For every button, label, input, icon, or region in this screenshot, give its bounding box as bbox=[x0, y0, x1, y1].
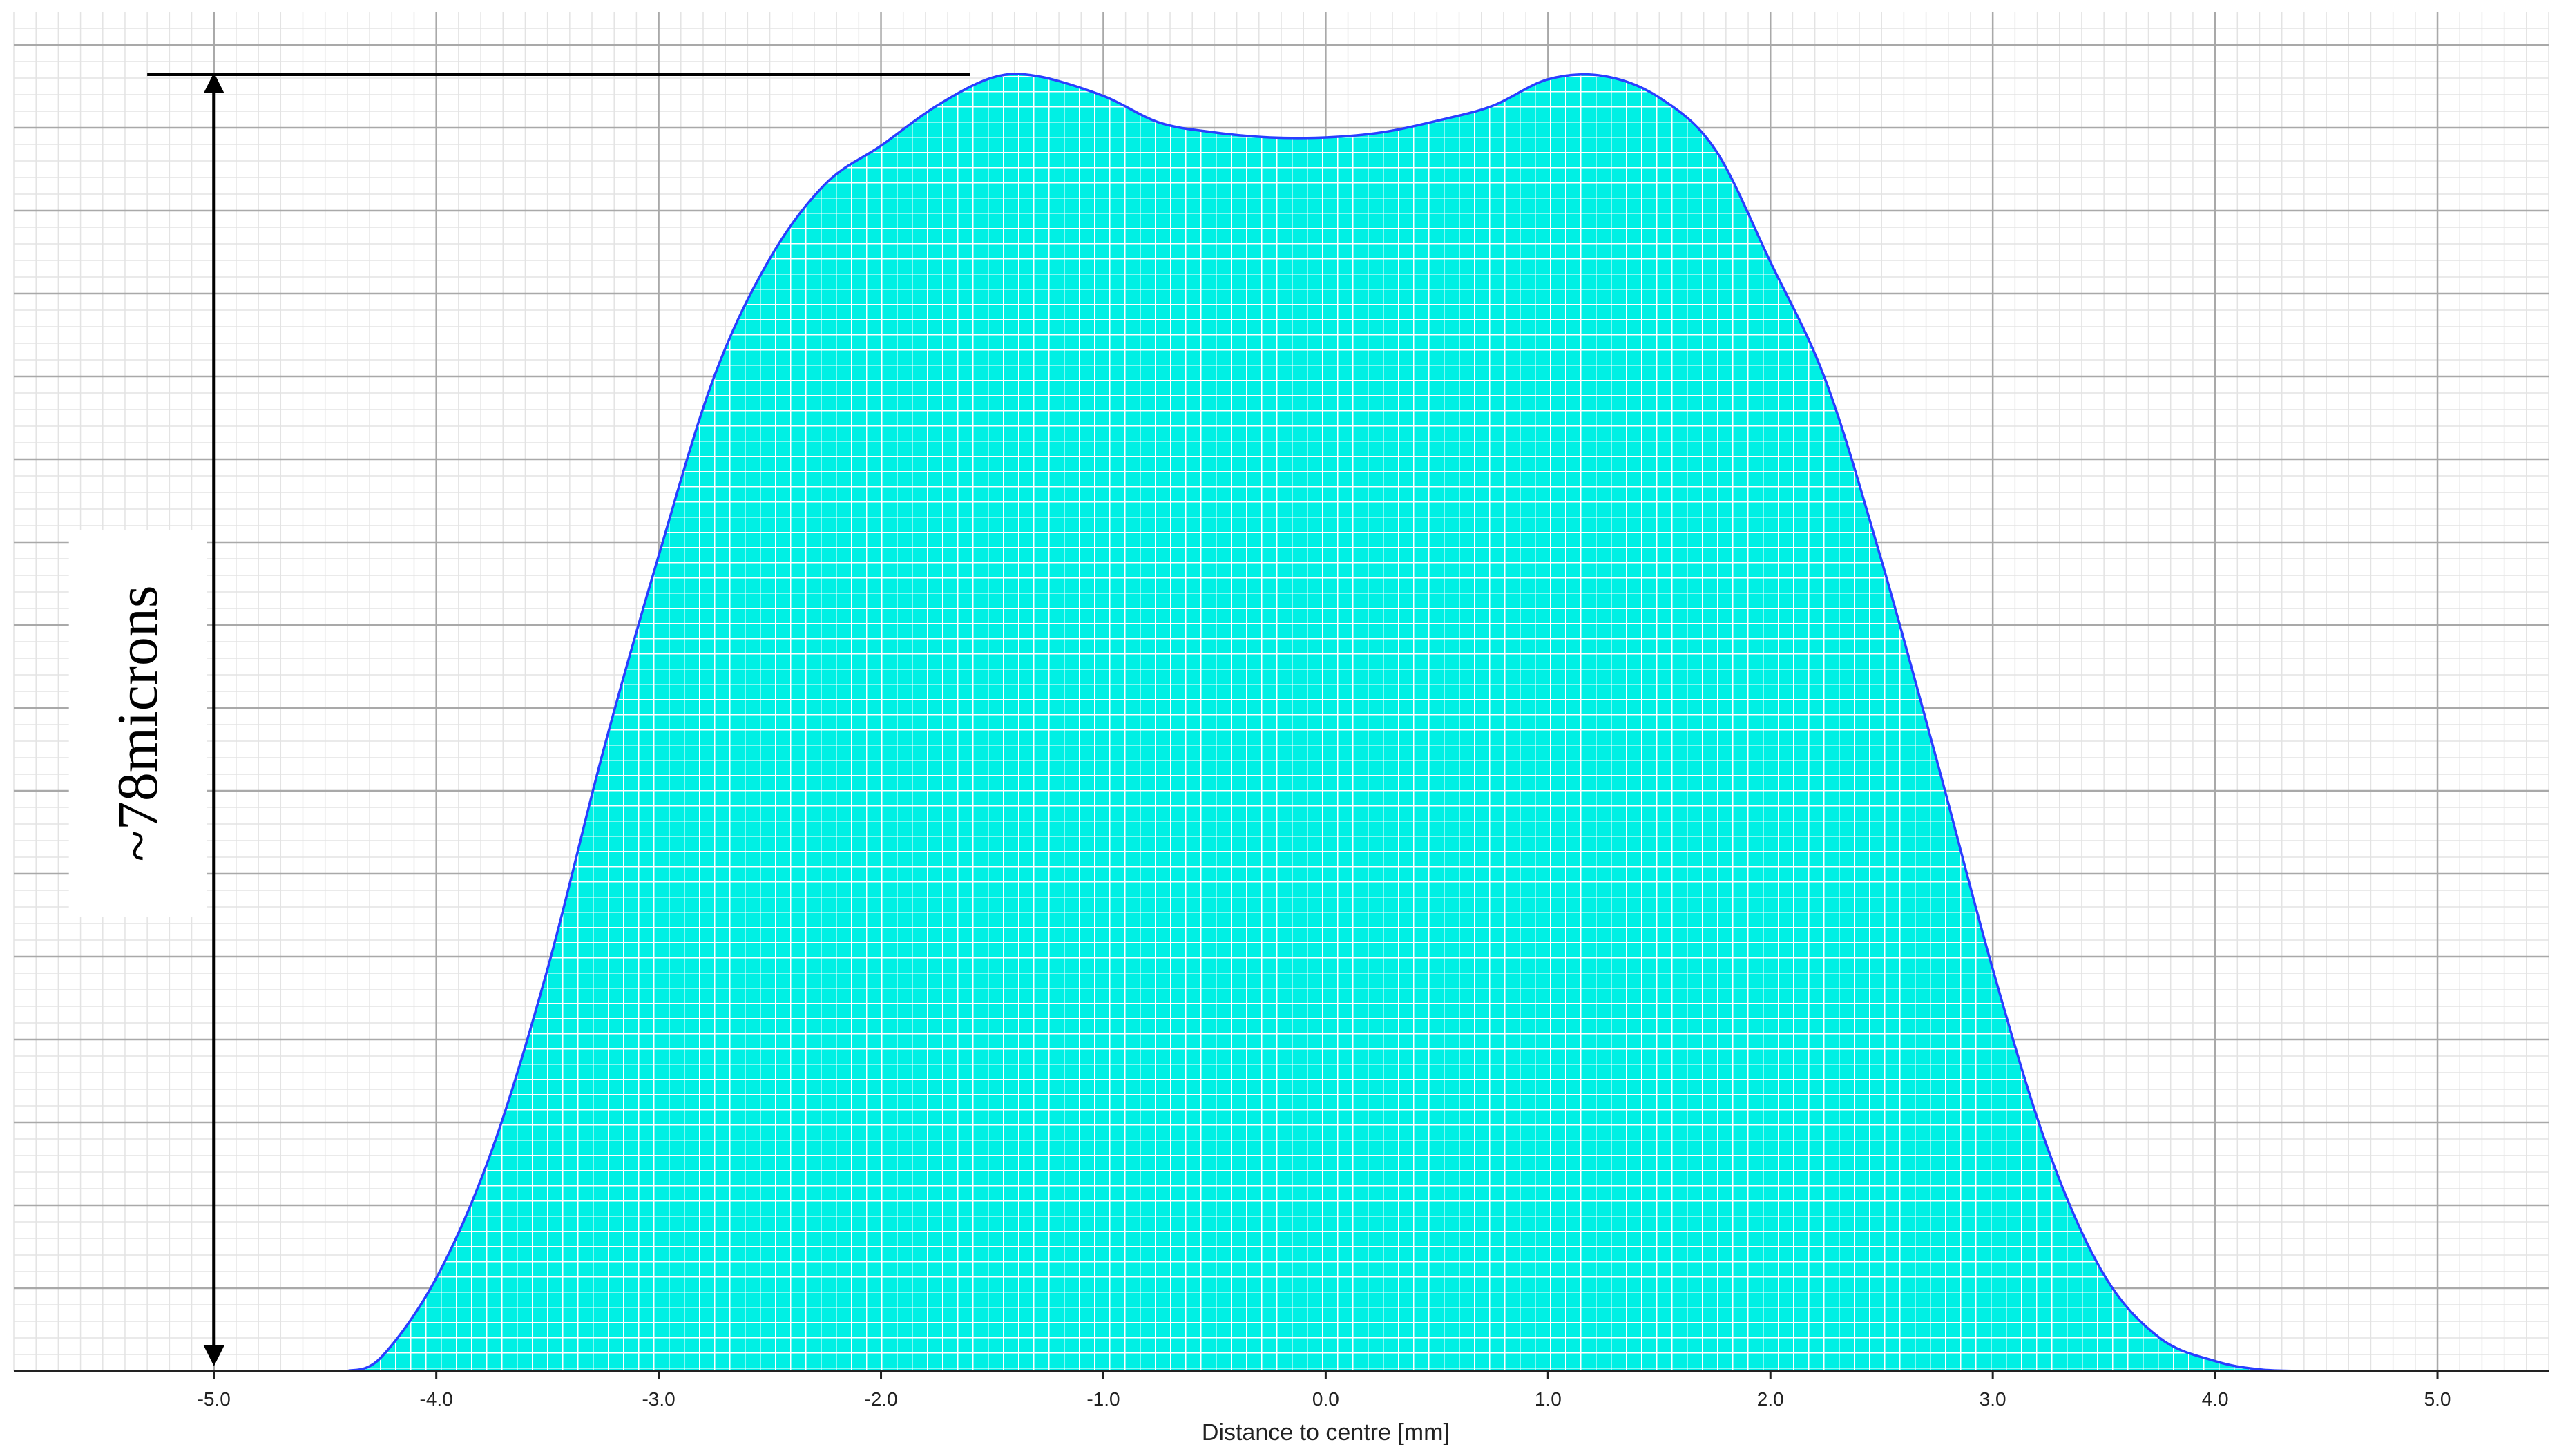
x-tick-label: -5.0 bbox=[198, 1388, 231, 1410]
x-tick-label: 0.0 bbox=[1312, 1388, 1339, 1410]
annotation-label: ~78microns bbox=[106, 585, 170, 861]
x-axis-title: Distance to centre [mm] bbox=[1202, 1419, 1450, 1446]
series-area-fill bbox=[347, 73, 2304, 1372]
annotation-label-box bbox=[68, 530, 207, 917]
series-outline bbox=[347, 73, 2304, 1372]
x-tick-label: -1.0 bbox=[1086, 1388, 1120, 1410]
x-tick-label: 1.0 bbox=[1535, 1388, 1562, 1410]
x-tick-label: -3.0 bbox=[642, 1388, 675, 1410]
annotation: ~78microns bbox=[68, 73, 970, 1366]
x-tick-label: -4.0 bbox=[420, 1388, 453, 1410]
x-tick-label: 4.0 bbox=[2202, 1388, 2229, 1410]
x-tick-label: 5.0 bbox=[2424, 1388, 2451, 1410]
x-tick-label: -2.0 bbox=[864, 1388, 897, 1410]
x-tick-labels: -5.0 -4.0 -3.0 -2.0 -1.0 0.0 1.0 2.0 3.0 4.0 5.0 bbox=[198, 1388, 2451, 1410]
x-tick-label: 2.0 bbox=[1757, 1388, 1784, 1410]
x-axis bbox=[14, 1370, 2549, 1379]
series-layer bbox=[347, 73, 2304, 1372]
x-tick-label: 3.0 bbox=[1980, 1388, 2006, 1410]
